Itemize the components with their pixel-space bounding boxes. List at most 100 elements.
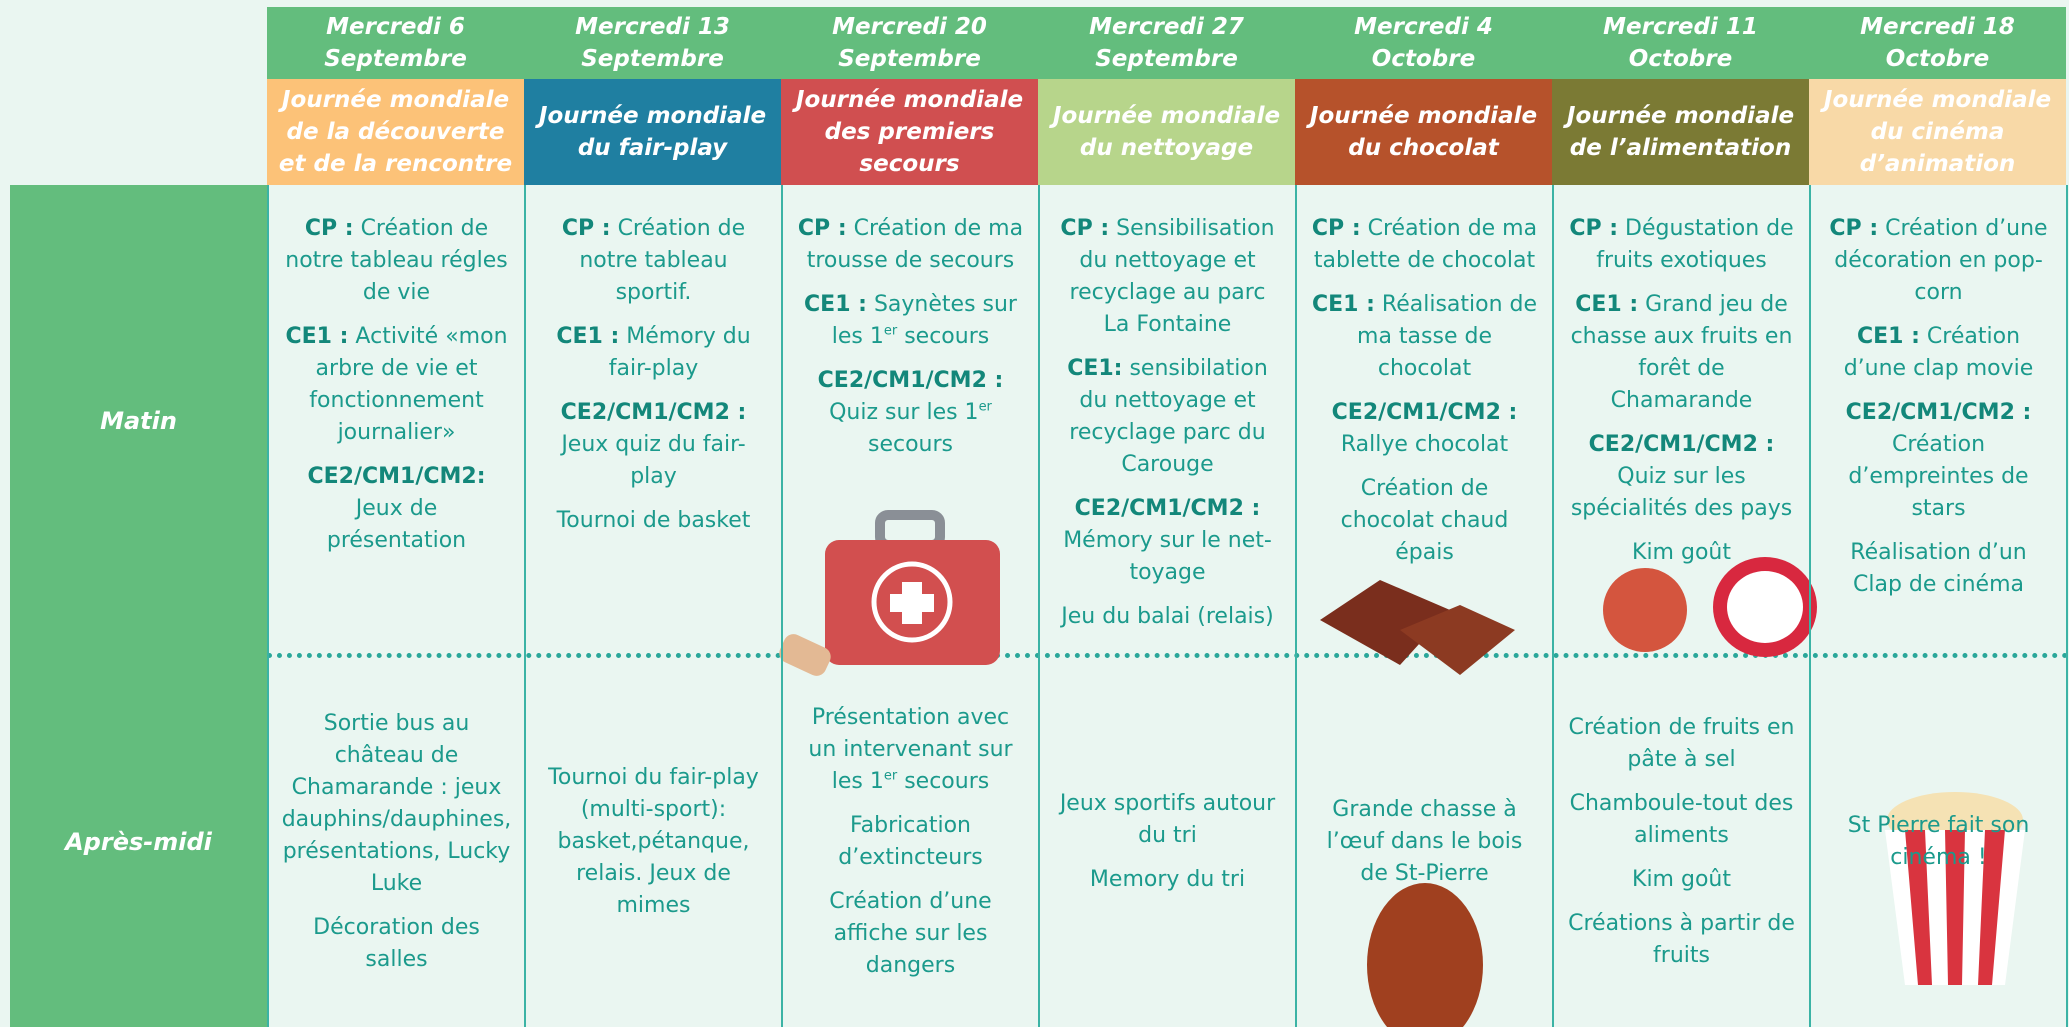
row-divider bbox=[267, 653, 2069, 658]
date-line: Mercredi 20 bbox=[832, 14, 987, 40]
activity: CE1 : Saynètes sur les 1er secours bbox=[797, 289, 1024, 353]
group-label: CE1 : bbox=[1575, 292, 1639, 317]
afternoon-cell: Jeux sportifs autour du tri Memory du tri bbox=[1038, 656, 1295, 1027]
activity: CE1 : Grand jeu de chasse aux fruits en … bbox=[1568, 289, 1795, 417]
activity-text: Sensibilisation du nettoyage et recyclag… bbox=[1069, 216, 1275, 337]
activity-text: Kim goût bbox=[1632, 866, 1731, 892]
pomegranate bbox=[1603, 568, 1687, 652]
group-label: CE2/CM1/CM2 : bbox=[1588, 432, 1775, 457]
activity-text: Jeux de présentation bbox=[326, 496, 467, 553]
right-border bbox=[2066, 185, 2068, 1027]
morning-cell: CP : Création de ma trousse de secours CE… bbox=[781, 185, 1038, 656]
morning-cell: CP : Création de notre tableau régles de… bbox=[267, 185, 524, 656]
activity-text: Création de notre tableau régles de vie bbox=[285, 216, 508, 305]
bandage bbox=[779, 634, 831, 676]
activity-text: Création de notre tableau sportif. bbox=[579, 216, 746, 305]
activity-text: Saynètes sur les 1 bbox=[831, 292, 1017, 349]
activity-text: Quiz sur les spécialités des pays bbox=[1570, 464, 1793, 521]
activity-text: Dégustation de fruits exotiques bbox=[1596, 216, 1794, 273]
kit-cross bbox=[890, 582, 934, 624]
popcorn-stripes bbox=[1905, 830, 2005, 985]
activity-text: Sortie bus au château de Chamarande : je… bbox=[281, 710, 512, 896]
theme-header: Journée mondiale du chocolat bbox=[1295, 79, 1552, 185]
activity: CE1: sensibilation du nettoyage et recyc… bbox=[1054, 353, 1281, 481]
date-line: Septembre bbox=[1095, 46, 1238, 72]
group-label: CP : bbox=[1060, 216, 1110, 241]
group-label: CE1 : bbox=[1856, 324, 1920, 349]
activity: Grande chasse à l’œuf dans le bois de St… bbox=[1311, 794, 1538, 890]
activity: Jeu du balai (relais) bbox=[1061, 601, 1273, 633]
morning-cell: CP : Sensibilisation du nettoyage et rec… bbox=[1038, 185, 1295, 656]
date-header: Mercredi 20 Septembre bbox=[781, 7, 1038, 79]
date-line: Mercredi 6 bbox=[326, 14, 465, 40]
fruit-illustration bbox=[1603, 557, 1817, 657]
group-label: CE2/CM1/CM2 : bbox=[1074, 496, 1261, 521]
theme-header: Journée mondiale du nettoyage bbox=[1038, 79, 1295, 185]
activity-text: Tournoi de basket bbox=[556, 508, 751, 533]
activity: St Pierre fait son cinéma ! bbox=[1825, 810, 2052, 874]
afternoon-cell: Grande chasse à l’œuf dans le bois de St… bbox=[1295, 656, 1552, 1027]
activity: Jeux sportifs autour du tri bbox=[1054, 788, 1281, 852]
date-header: Mercredi 13 Septembre bbox=[524, 7, 781, 79]
group-label: CE1 : bbox=[285, 324, 349, 349]
activity: Kim goût bbox=[1632, 864, 1731, 896]
row-label: Matin bbox=[10, 185, 267, 656]
afternoon-cell: St Pierre fait son cinéma ! bbox=[1809, 656, 2066, 1027]
activity: CE1 : Réalisation de ma tasse de chocola… bbox=[1311, 289, 1538, 385]
activity-text: er bbox=[883, 768, 898, 784]
activity-text: er bbox=[883, 323, 898, 339]
date-line: Septembre bbox=[581, 46, 724, 72]
activity-text: secours bbox=[897, 324, 990, 349]
date-line: Mercredi 13 bbox=[575, 14, 730, 40]
group-label: CP : bbox=[797, 216, 847, 241]
activity: CE2/CM1/CM2 : Mémory sur le net-toyage bbox=[1054, 493, 1281, 589]
theme-header: Journée mondiale de la découverte et de … bbox=[267, 79, 524, 185]
activity: Création de chocolat chaud épais bbox=[1311, 473, 1538, 569]
activity-text: Présentation avec un intervenant sur les… bbox=[808, 704, 1013, 794]
date-line: Octobre bbox=[1885, 46, 1990, 72]
activity: Créations à partir de fruits bbox=[1568, 908, 1795, 972]
theme-header: Journée mondiale des premiers secours bbox=[781, 79, 1038, 185]
activity-text: Kim goût bbox=[1632, 540, 1731, 565]
activity-text: Réalisation de ma tasse de chocolat bbox=[1357, 292, 1538, 381]
egg bbox=[1367, 883, 1483, 1027]
group-label: CP : bbox=[1829, 216, 1879, 241]
date-line: Mercredi 27 bbox=[1089, 14, 1244, 40]
activity: CP : Création de ma tablette de chocolat bbox=[1311, 213, 1538, 277]
activity-text: sensibilation du nettoyage et recyclage … bbox=[1069, 356, 1268, 477]
group-label: CE1 : bbox=[1311, 292, 1375, 317]
activity: Chamboule-tout des aliments bbox=[1568, 788, 1795, 852]
activity-text: Réalisation d’un Clap de cinéma bbox=[1850, 540, 2027, 597]
morning-cell: CP : Création de notre tableau sportif. C… bbox=[524, 185, 781, 656]
activity-text: Jeu du balai (relais) bbox=[1061, 604, 1274, 629]
kit-circle bbox=[871, 561, 953, 643]
egg-illustration bbox=[1367, 883, 1483, 1027]
date-header: Mercredi 4 Octobre bbox=[1295, 7, 1552, 79]
date-line: Mercredi 18 bbox=[1860, 14, 2015, 40]
group-label: CE1 : bbox=[804, 292, 867, 317]
activity-text: Création d’une affiche sur les dangers bbox=[829, 888, 992, 978]
first-aid-illustration bbox=[779, 510, 1000, 676]
theme-header: Journée mondiale du fair-play bbox=[524, 79, 781, 185]
activity-text: Mémory du fair-play bbox=[608, 324, 751, 381]
popcorn-illustration bbox=[1885, 792, 2025, 985]
group-label: CP : bbox=[1311, 216, 1361, 241]
date-header: Mercredi 11 Octobre bbox=[1552, 7, 1809, 79]
activity-text: Décoration des salles bbox=[313, 914, 480, 972]
activity: Création de fruits en pâte à sel bbox=[1568, 712, 1795, 776]
activity-text: Création de fruits en pâte à sel bbox=[1568, 714, 1795, 772]
row-label: Après-midi bbox=[10, 656, 267, 1027]
group-label: CE1: bbox=[1067, 356, 1123, 381]
activity-text: Fabrication d’extincteurs bbox=[838, 812, 983, 870]
activity-text: er bbox=[978, 399, 992, 415]
activity: CE2/CM1/CM2 : Création d’empreintes de s… bbox=[1825, 397, 2052, 525]
date-line: Mercredi 11 bbox=[1603, 14, 1758, 40]
morning-cell: CP : Création d’une décoration en pop- c… bbox=[1809, 185, 2066, 656]
date-header: Mercredi 6 Septembre bbox=[267, 7, 524, 79]
activity-text: Quiz sur les 1 bbox=[829, 400, 979, 425]
activity-text: Création de chocolat chaud épais bbox=[1340, 476, 1509, 565]
activity-text: Créations à partir de fruits bbox=[1568, 910, 1795, 968]
afternoon-cell: Sortie bus au château de Chamarande : je… bbox=[267, 656, 524, 1027]
group-label: CE2/CM1/CM2 : bbox=[560, 400, 747, 425]
activity: CE2/CM1/CM2 : Jeux quiz du fair-play bbox=[540, 397, 767, 493]
